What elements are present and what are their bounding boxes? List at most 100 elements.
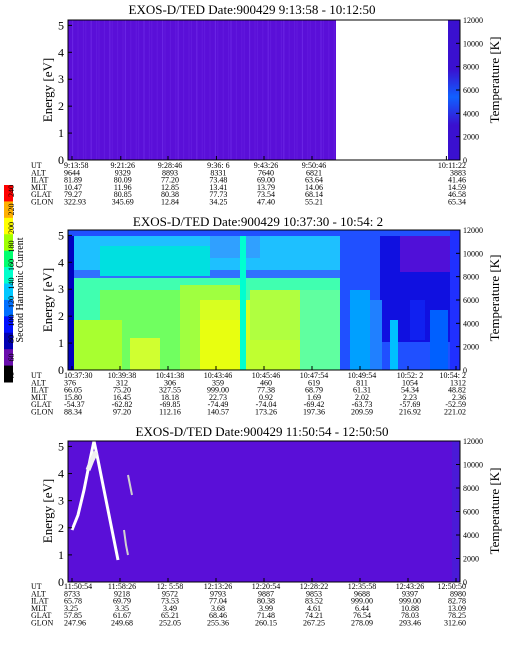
table-row-label: GLON	[31, 198, 53, 207]
table-cell: 2.02	[355, 393, 369, 402]
table-cell: 260.15	[255, 619, 277, 628]
right-tick-label: 4000	[463, 319, 479, 328]
colorbar-swatch	[4, 299, 13, 317]
heatmap-stripe	[328, 20, 330, 160]
heatmap-stripe	[82, 20, 84, 160]
table-cell: 10:39:38	[108, 371, 136, 380]
panel-3-plot-area	[68, 441, 460, 582]
panel-3-y-axis-ticks: 0 1 2 3 4 5	[58, 439, 457, 589]
heatmap-stripe	[183, 20, 185, 160]
table-cell: -74.04	[256, 400, 277, 409]
table-cell: 9:21:26	[111, 161, 135, 170]
colorbar-tick-label: 220	[7, 204, 16, 216]
heatmap-stripe	[77, 20, 79, 160]
table-cell: 12:50:50	[438, 582, 466, 591]
table-cell: 88.34	[64, 408, 82, 417]
table-cell: 68.46	[209, 611, 227, 620]
heatmap-stripe	[315, 20, 317, 160]
table-cell: 80.38	[161, 190, 179, 199]
table-cell: 2.23	[403, 393, 417, 402]
table-cell: 278.09	[351, 619, 373, 628]
table-cell: 173.26	[255, 408, 277, 417]
table-cell: 811	[356, 378, 368, 387]
colorbar-tick-label: 180	[7, 241, 16, 253]
colorbar-swatch	[4, 201, 13, 219]
right-tick-label: 12000	[463, 16, 483, 25]
table-row-label: MLT	[31, 604, 47, 613]
table-cell: 11:50:54	[64, 582, 92, 591]
panel-3-right-axis-ticks: 0 2000 4000 6000 8000 10000 12000	[456, 437, 483, 587]
y-tick-label: 1	[58, 336, 64, 350]
table-cell: 11:58:26	[108, 582, 136, 591]
table-row-label: GLAT	[31, 190, 52, 199]
table-cell: 999.00	[399, 597, 421, 606]
heatmap-stripe	[190, 20, 192, 160]
y-tick-label: 0	[58, 153, 64, 167]
table-cell: 209.59	[351, 408, 373, 417]
table-cell: 80.85	[114, 190, 132, 199]
table-cell: 14.59	[448, 183, 466, 192]
heatmap-stripe	[135, 20, 137, 160]
table-cell: 112.16	[159, 408, 181, 417]
table-cell: 79.27	[64, 190, 82, 199]
table-cell: 0.92	[259, 393, 273, 402]
table-cell: 312.60	[444, 619, 466, 628]
heatmap-stripe	[130, 20, 132, 160]
colorbar-swatch	[4, 332, 13, 350]
y-tick-label: 4	[58, 255, 64, 269]
table-cell: 3.25	[64, 604, 78, 613]
heatmap-stripe	[275, 20, 277, 160]
y-tick-label: 1	[58, 126, 64, 140]
table-cell: 293.46	[399, 619, 421, 628]
heatmap-stripe	[169, 20, 171, 160]
table-cell: 73.53	[161, 597, 179, 606]
panel-2-heatmap-field	[68, 230, 460, 370]
table-cell: 8980	[450, 589, 466, 598]
colorbar-tick-label: 120	[7, 296, 16, 308]
heatmap-stripe	[111, 20, 113, 160]
table-cell: 9329	[115, 168, 131, 177]
table-cell: 1.69	[307, 393, 321, 402]
colorbar-swatch	[4, 234, 13, 252]
table-cell: 9572	[162, 589, 178, 598]
y-tick-label: 2	[58, 99, 64, 113]
heatmap-stripe	[138, 20, 140, 160]
table-cell: 12:20:54	[252, 582, 280, 591]
table-cell: 68.79	[305, 386, 323, 395]
panel-3-heatmap-field	[70, 440, 133, 561]
right-tick-label: 6000	[463, 86, 479, 95]
table-cell: 999.00	[207, 386, 229, 395]
right-tick-label: 0	[463, 156, 467, 165]
table-cell: -74.49	[208, 400, 229, 409]
table-cell: -69.42	[304, 400, 325, 409]
table-cell: 97.20	[113, 408, 131, 417]
heatmap-stripe	[301, 20, 303, 160]
heatmap-stripe	[235, 20, 237, 160]
table-row-label: ILAT	[31, 176, 48, 185]
y-tick-label: 0	[58, 363, 64, 377]
table-cell: 61.31	[353, 386, 371, 395]
table-cell: 8893	[162, 168, 178, 177]
table-cell: 9:28:46	[158, 161, 182, 170]
table-cell: 322.93	[64, 198, 86, 207]
table-cell: 10:45:46	[252, 371, 280, 380]
y-tick-label: 5	[58, 439, 64, 453]
panel-1-y-axis-ticks: 0 1 2 3 4 5	[58, 18, 447, 167]
table-row-label: MLT	[31, 393, 47, 402]
table-cell: 221.02	[444, 408, 466, 417]
right-tick-label: 2000	[463, 343, 479, 352]
table-cell: 69.79	[113, 597, 131, 606]
right-tick-label: 2000	[463, 555, 479, 564]
right-tick-label: 4000	[463, 531, 479, 540]
table-cell: 15.80	[64, 393, 82, 402]
table-cell: 18.18	[161, 393, 179, 402]
y-tick-label: 4	[58, 45, 64, 59]
table-cell: 376	[64, 378, 76, 387]
table-row-label: ALT	[31, 378, 46, 387]
table-cell: 65.21	[161, 611, 179, 620]
heatmap-stripe	[228, 20, 230, 160]
table-cell: 9218	[114, 589, 130, 598]
table-row-label: UT	[31, 371, 42, 380]
table-row-label: ILAT	[31, 386, 48, 395]
